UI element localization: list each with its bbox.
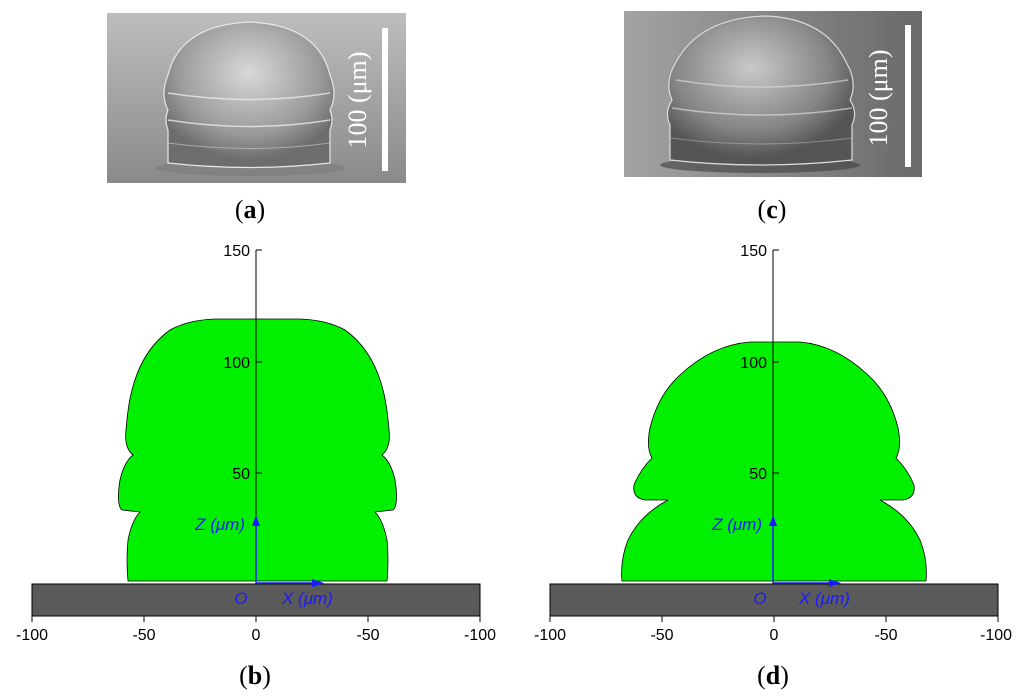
panel-d-x-tick-1: -100 [534, 627, 566, 644]
panel-b-z-tick-50: 50 [232, 466, 250, 483]
x-direction-arrow-icon [773, 579, 841, 587]
panel-d-profile: 150 100 50 -100 -50 0 -50 -100 Z (μm) O … [534, 243, 1012, 644]
panel-c-scale-bar [905, 25, 911, 167]
panel-b-label: (b) [239, 661, 271, 690]
panel-d-x-tick-4: -50 [874, 627, 897, 644]
panel-c-scale-label: 100 (μm) [864, 50, 893, 147]
panel-a-label: (a) [235, 195, 265, 224]
panel-d-z-tick-50: 50 [749, 466, 767, 483]
panel-b-x-tick-5: -100 [464, 627, 496, 644]
panel-b-z-tick-150: 150 [223, 243, 250, 260]
panel-b-x-axis-label: X (μm) [281, 589, 333, 608]
panel-d-z-axis-label: Z (μm) [711, 515, 762, 534]
panel-b-x-tick-1: -100 [16, 627, 48, 644]
panel-b-x-tick-2: -50 [132, 627, 155, 644]
panel-b-z-axis-label: Z (μm) [194, 515, 245, 534]
panel-d-x-tick-5: -100 [980, 627, 1012, 644]
panel-b-origin-label: O [234, 589, 247, 608]
panel-d-x-tick-2: -50 [650, 627, 673, 644]
panel-a-scale-label: 100 (μm) [343, 52, 372, 149]
z-direction-arrow-icon [252, 515, 260, 582]
x-direction-arrow-icon [256, 579, 324, 587]
panel-b-profile: 150 100 50 -100 -50 0 -50 -100 Z (μm) O … [16, 243, 496, 644]
panel-d-label: (d) [757, 661, 789, 690]
panel-d-x-axis [549, 616, 999, 622]
panel-d-z-tick-150: 150 [740, 243, 767, 260]
panel-c-label: (c) [758, 195, 787, 224]
panel-b-z-tick-100: 100 [223, 355, 250, 372]
panel-d-x-tick-3: 0 [770, 627, 779, 644]
panel-b-x-axis [31, 616, 481, 622]
panel-d-cross-section [621, 341, 927, 582]
panel-b-substrate [31, 583, 481, 617]
panel-a-scale-bar [382, 28, 388, 171]
panel-b-x-tick-3: 0 [252, 627, 261, 644]
panel-c-sem-image: 100 (μm) [624, 11, 922, 177]
z-direction-arrow-icon [769, 515, 777, 582]
panel-d-z-tick-100: 100 [740, 355, 767, 372]
panel-a-sem-image: 100 (μm) [107, 13, 406, 183]
panel-b-cross-section [118, 318, 397, 582]
panel-d-x-axis-label: X (μm) [798, 589, 850, 608]
panel-d-origin-label: O [753, 589, 766, 608]
panel-d-substrate [549, 583, 999, 617]
panel-b-x-tick-4: -50 [356, 627, 379, 644]
